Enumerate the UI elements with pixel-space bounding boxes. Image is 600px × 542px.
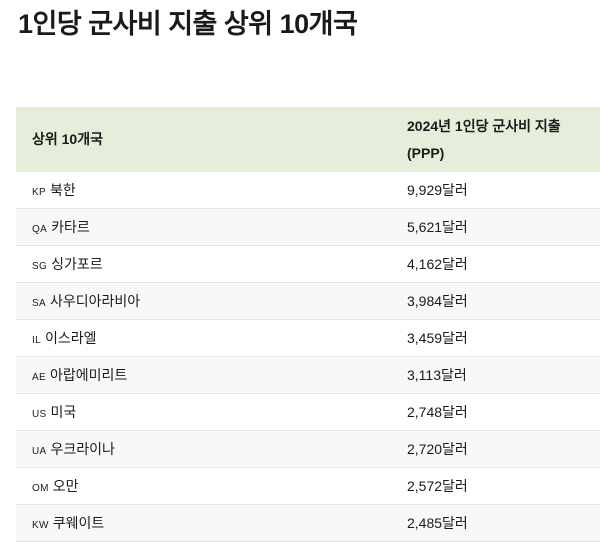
country-code: SA — [32, 298, 46, 309]
country-code: SG — [32, 261, 48, 272]
spending-value: 2,720달러 — [407, 430, 600, 468]
country-code: AE — [32, 372, 46, 383]
country-cell: KW 쿠웨이트 — [16, 504, 407, 542]
table-row: AE 아랍에미리트 3,113달러 — [16, 356, 600, 394]
country-cell: KP 북한 — [16, 172, 407, 209]
country-name: 쿠웨이트 — [52, 515, 105, 531]
spending-value: 2,572달러 — [407, 467, 600, 505]
country-code: IL — [32, 335, 41, 346]
country-cell: QA 카타르 — [16, 208, 407, 246]
spending-table: 상위 10개국 2024년 1인당 군사비 지출 (PPP) KP 북한 9,929… — [16, 107, 600, 542]
country-name: 카타르 — [51, 219, 90, 235]
country-name: 북한 — [49, 182, 76, 198]
country-name: 이스라엘 — [44, 330, 97, 346]
table-row: OM 오만 2,572달러 — [16, 467, 600, 505]
table-row: SA 사우디아라비아 3,984달러 — [16, 282, 600, 320]
country-name: 싱가포르 — [51, 256, 103, 272]
spending-value: 2,748달러 — [407, 393, 600, 431]
country-name: 사우디아라비아 — [49, 293, 141, 309]
spending-value: 3,984달러 — [407, 282, 600, 320]
page-title: 1인당 군사비 지출 상위 10개국 — [18, 9, 358, 39]
country-code: OM — [32, 483, 49, 494]
table-header-row: 상위 10개국 2024년 1인당 군사비 지출 (PPP) — [16, 107, 600, 172]
table-row: US 미국 2,748달러 — [16, 393, 600, 431]
country-name: 미국 — [50, 404, 77, 420]
spending-value: 5,621달러 — [407, 208, 600, 246]
country-cell: OM 오만 — [16, 467, 407, 505]
country-cell: AE 아랍에미리트 — [16, 356, 407, 394]
country-name: 아랍에미리트 — [49, 367, 128, 383]
country-code: KP — [32, 187, 46, 198]
table-row: KW 쿠웨이트 2,485달러 — [16, 504, 600, 542]
country-code: QA — [32, 224, 48, 235]
country-code: UA — [32, 446, 47, 457]
spending-value: 9,929달러 — [407, 172, 600, 209]
spending-value: 2,485달러 — [407, 504, 600, 542]
table-row: UA 우크라이나 2,720달러 — [16, 430, 600, 468]
table-row: IL 이스라엘 3,459달러 — [16, 319, 600, 357]
country-cell: SA 사우디아라비아 — [16, 282, 407, 320]
country-name: 우크라이나 — [50, 441, 115, 457]
country-cell: SG 싱가포르 — [16, 245, 407, 283]
spending-value: 4,162달러 — [407, 245, 600, 283]
table-row: KP 북한 9,929달러 — [16, 172, 600, 209]
header-spending: 2024년 1인당 군사비 지출 (PPP) — [407, 117, 561, 161]
table-row: SG 싱가포르 4,162달러 — [16, 245, 600, 283]
country-cell: UA 우크라이나 — [16, 430, 407, 468]
country-cell: US 미국 — [16, 393, 407, 431]
country-code: KW — [32, 520, 49, 531]
country-code: US — [32, 409, 47, 420]
header-country: 상위 10개국 — [32, 131, 103, 147]
country-name: 오만 — [52, 478, 79, 494]
country-cell: IL 이스라엘 — [16, 319, 407, 357]
table-row: QA 카타르 5,621달러 — [16, 208, 600, 246]
spending-value: 3,459달러 — [407, 319, 600, 357]
spending-value: 3,113달러 — [407, 356, 600, 394]
